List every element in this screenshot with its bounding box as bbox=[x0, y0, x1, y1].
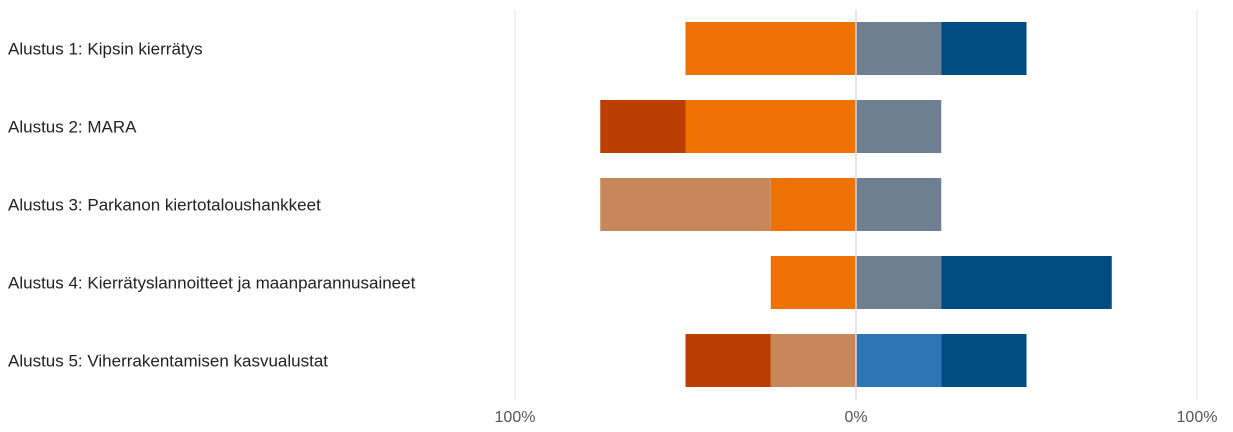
bar-segment bbox=[856, 22, 942, 75]
bar-segment bbox=[941, 334, 1027, 387]
bar-segment bbox=[856, 100, 942, 153]
x-tick-label: 100% bbox=[495, 409, 536, 426]
bar-segment bbox=[770, 334, 856, 387]
bar-segment bbox=[685, 22, 856, 75]
category-label: Alustus 5: Viherrakentamisen kasvualusta… bbox=[8, 352, 328, 371]
category-label: Alustus 3: Parkanon kiertotaloushankkeet bbox=[8, 196, 321, 215]
bar-segment bbox=[856, 178, 942, 231]
grid-layer bbox=[514, 10, 1198, 400]
x-axis-ticks: 100% 0% 100% bbox=[495, 409, 1218, 426]
x-tick-label: 0% bbox=[844, 409, 867, 426]
category-label: Alustus 1: Kipsin kierrätys bbox=[8, 40, 203, 59]
bar-segment bbox=[600, 178, 771, 231]
category-labels: Alustus 1: Kipsin kierrätys Alustus 2: MA… bbox=[8, 40, 416, 371]
bar-segment bbox=[685, 100, 856, 153]
bar-segment bbox=[770, 256, 856, 309]
x-tick-label: 100% bbox=[1177, 409, 1218, 426]
bar-segment bbox=[941, 22, 1027, 75]
bar-segment bbox=[856, 334, 942, 387]
bar-segment bbox=[941, 256, 1112, 309]
category-label: Alustus 4: Kierrätyslannoitteet ja maanp… bbox=[8, 274, 416, 293]
bar-segment bbox=[600, 100, 686, 153]
bar-segment bbox=[685, 334, 771, 387]
bar-segment bbox=[770, 178, 856, 231]
category-label: Alustus 2: MARA bbox=[8, 118, 137, 137]
bars-layer bbox=[600, 22, 1112, 387]
bar-segment bbox=[856, 256, 942, 309]
